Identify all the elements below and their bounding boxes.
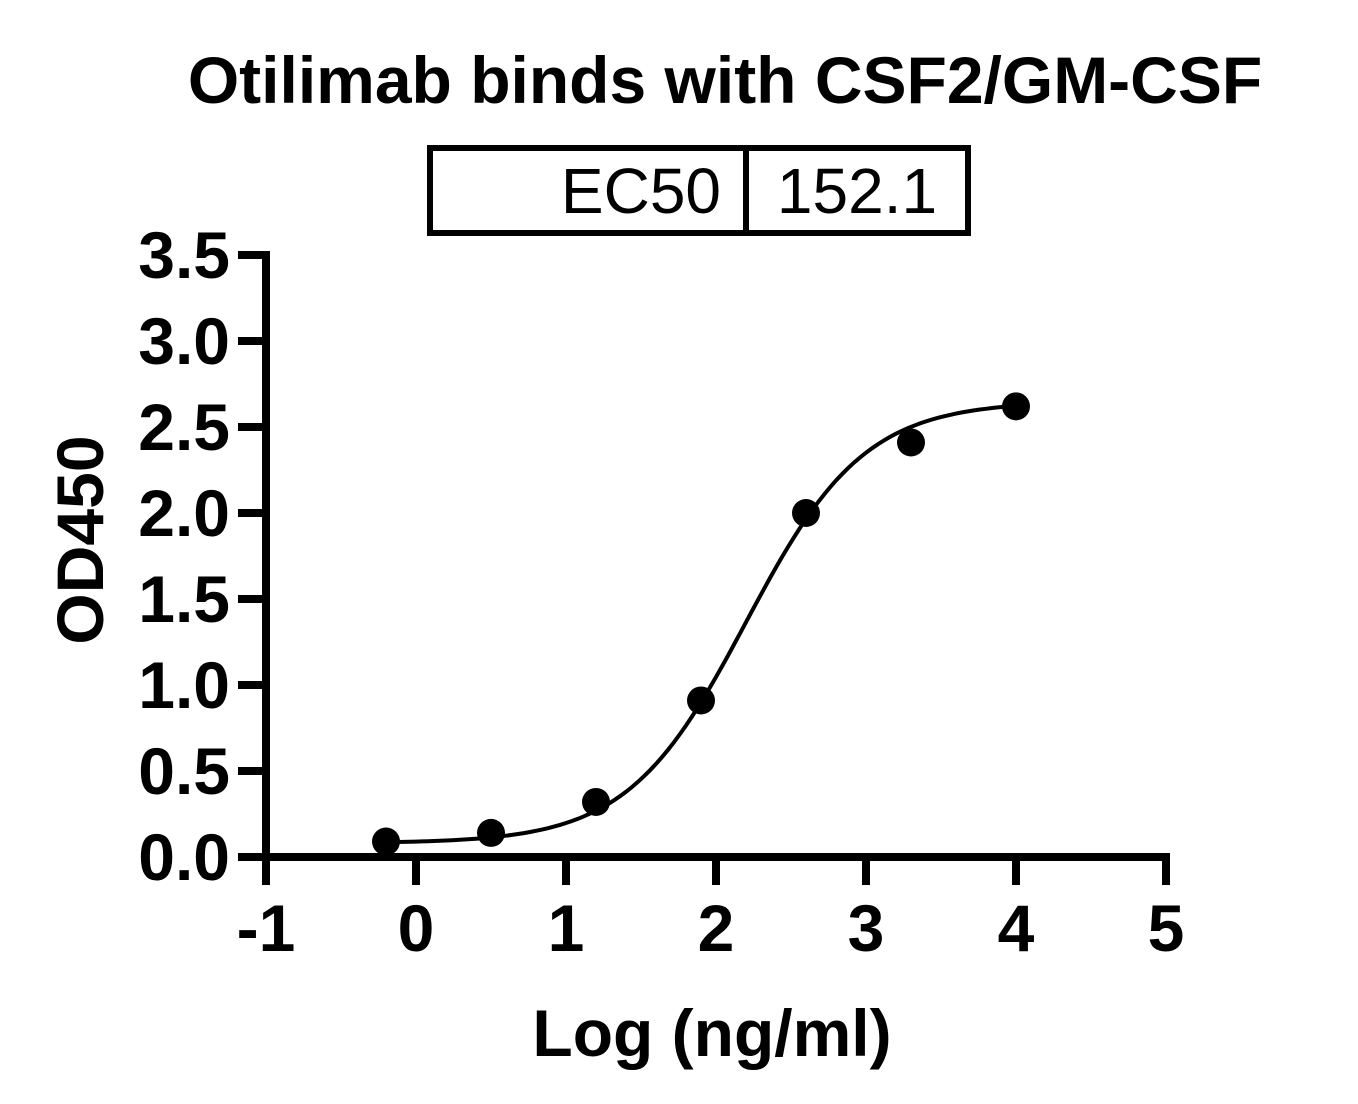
fit-curve <box>384 403 1018 845</box>
x-tick-label: 3 <box>848 891 885 965</box>
data-point <box>897 428 925 457</box>
x-axis-title: Log (ng/ml) <box>532 996 892 1070</box>
y-tick-label: 2.5 <box>138 390 230 464</box>
ec50-table: EC50 152.1 <box>427 145 971 236</box>
ec50-label-cell: EC50 <box>433 151 749 230</box>
ec50-value-cell: 152.1 <box>776 154 938 227</box>
x-tick-label: -1 <box>237 891 296 965</box>
data-point <box>1002 392 1030 421</box>
y-tick-label: 1.0 <box>138 648 230 722</box>
x-tick-label: 1 <box>548 891 585 965</box>
x-tick-label: 2 <box>698 891 735 965</box>
x-tick-label: 4 <box>998 891 1035 965</box>
y-tick-label: 0.0 <box>138 820 230 894</box>
data-point <box>792 499 820 527</box>
data-point <box>687 686 715 715</box>
y-tick-label: 3.5 <box>138 218 230 292</box>
y-tick-label: 1.5 <box>138 562 230 636</box>
chart-title: Otilimab binds with CSF2/GM-CSF <box>187 43 1263 117</box>
x-tick-label: 5 <box>1148 891 1185 965</box>
data-point <box>582 787 610 816</box>
y-tick-label: 2.0 <box>138 476 230 550</box>
x-tick-label: 0 <box>398 891 435 965</box>
data-point <box>372 827 400 856</box>
y-tick-label: 3.0 <box>138 304 230 378</box>
data-point <box>477 818 505 847</box>
y-tick-label: 0.5 <box>138 734 230 808</box>
